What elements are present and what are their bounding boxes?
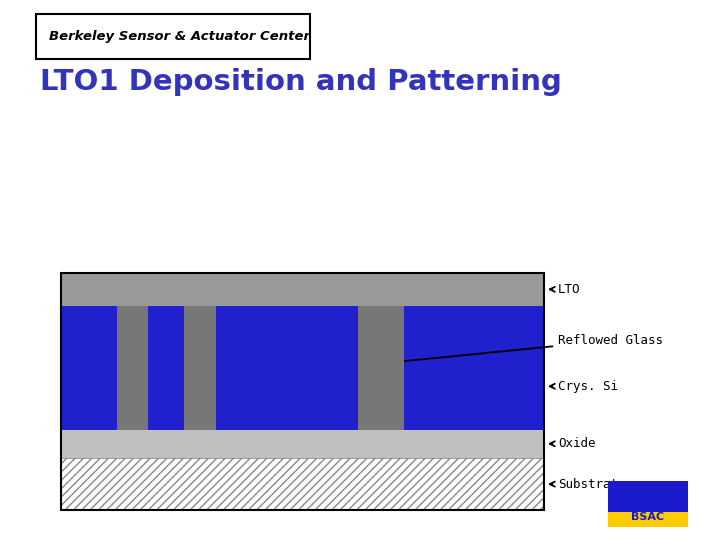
FancyBboxPatch shape [36,14,310,59]
Bar [117,306,148,429]
Text: LTO1 Deposition and Patterning: LTO1 Deposition and Patterning [40,68,562,96]
Bar [358,306,404,429]
Bar [61,458,544,510]
Bar [61,458,544,510]
Bar [608,481,688,526]
Bar [61,429,544,458]
Bar [61,273,544,306]
Text: Berkeley Sensor & Actuator Center: Berkeley Sensor & Actuator Center [49,30,310,43]
Bar [61,273,544,510]
Text: BSAC: BSAC [631,512,665,522]
Bar [608,512,688,526]
Text: LTO: LTO [550,283,580,296]
Text: Substrate: Substrate [550,478,626,491]
Bar [184,306,215,429]
Bar [61,306,544,429]
Text: Reflowed Glass: Reflowed Glass [367,334,663,367]
Text: Oxide: Oxide [550,437,595,450]
Text: Crys. Si: Crys. Si [550,380,618,393]
